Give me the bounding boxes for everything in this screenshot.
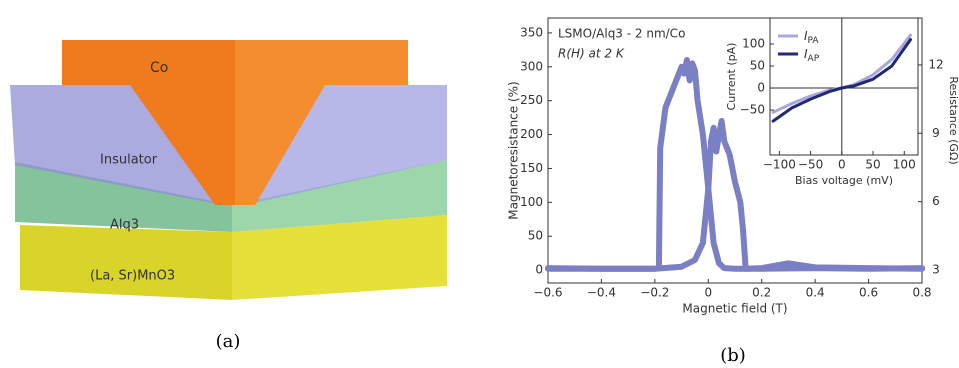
x-tick-label: 0.6 — [859, 286, 878, 300]
y2-tick-label: 6 — [932, 194, 940, 208]
layer-label: Co — [150, 60, 168, 76]
y-tick-label: 50 — [750, 59, 765, 73]
layer-label: (La, Sr)MnO3 — [90, 269, 175, 284]
y-tick-label: 100 — [742, 36, 765, 50]
data-line — [771, 38, 912, 123]
y2-tick-label: 12 — [928, 57, 943, 71]
charts: −0.6 −0.4 −0.2 0 0.2 0.4 0.6 0.8 0 50 100 150 200 250… — [507, 17, 959, 316]
layer-label: Insulator — [100, 153, 158, 168]
y-tick-label: 0 — [535, 263, 543, 277]
x-tick-label: −50 — [798, 158, 823, 172]
x-tick-label: −0.2 — [640, 286, 669, 300]
annotation: LSMO/Alq3 - 2 nm/Co — [558, 27, 685, 41]
plot-frame — [769, 17, 919, 156]
x-tick-label: 0.2 — [752, 286, 771, 300]
x-tick-label: −0.4 — [587, 286, 616, 300]
y-tick-label: 100 — [520, 195, 543, 209]
caption: (a) — [216, 331, 241, 352]
legend-label: IPA — [804, 29, 819, 46]
x-tick-label: 100 — [893, 158, 916, 172]
x-tick-label: 0 — [704, 286, 712, 300]
y-tick-label: 0 — [757, 81, 765, 95]
x-tick-label: −100 — [763, 158, 796, 172]
device-schematic: Co Insulator Alq3 (La, Sr)MnO3 (a) — [10, 40, 447, 352]
layer-label: Alq3 — [110, 218, 139, 233]
y-tick-label: 300 — [520, 59, 543, 73]
y-tick-label: 150 — [520, 161, 543, 175]
x-tick-label: 50 — [865, 158, 880, 172]
data-line — [545, 57, 925, 272]
y-tick-label: 250 — [520, 93, 543, 107]
y-tick-label: 350 — [520, 25, 543, 39]
y2-tick-label: 9 — [932, 126, 940, 140]
x-tick-label: 0.8 — [912, 286, 931, 300]
legend-label: IAP — [804, 47, 820, 64]
y-tick-label: −50 — [740, 103, 765, 117]
data-line — [545, 118, 925, 272]
y-tick-label: 200 — [520, 127, 543, 141]
annotation: R(H) at 2 K — [558, 47, 625, 61]
x-axis-label: Bias voltage (mV) — [795, 174, 893, 187]
y2-tick-label: 3 — [932, 263, 940, 277]
x-tick-label: 0.4 — [806, 286, 825, 300]
x-tick-label: 0 — [838, 158, 846, 172]
y-axis-label: Magnetoresistance (%) — [507, 81, 521, 219]
y2-axis-label: Resistance (GΩ) — [947, 76, 959, 164]
x-tick-label: −0.6 — [533, 286, 562, 300]
plot-frame — [547, 17, 923, 284]
y-axis-label: Current (pA) — [725, 43, 738, 111]
x-axis-label: Magnetic field (T) — [682, 302, 787, 316]
y-tick-label: 50 — [528, 229, 543, 243]
caption: (b) — [720, 345, 746, 366]
